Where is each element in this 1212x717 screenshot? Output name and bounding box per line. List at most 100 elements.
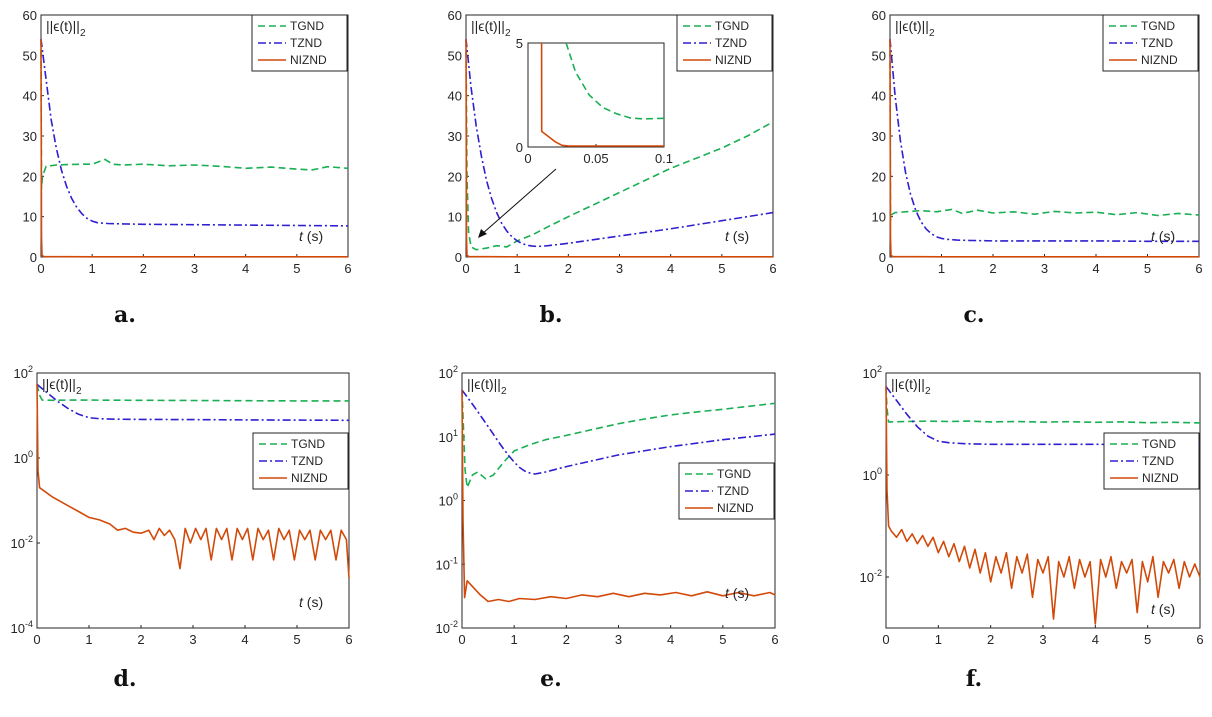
y-tick-label: 10 [448,210,462,225]
legend-label-tznd: TZND [291,454,323,468]
legend-label-tgnd: TGND [290,19,324,33]
panel-label: a. [114,302,136,328]
series-line-tgnd [461,390,776,489]
panel-label: f. [966,666,982,692]
panel-label: e. [540,666,562,692]
legend-label-tgnd: TGND [1141,19,1175,33]
x-tick-label: 2 [140,261,147,276]
x-tick-label: 4 [242,261,249,276]
x-tick-label: 4 [241,632,248,647]
legend: TGND TZND NIZND [252,432,349,490]
x-tick-label: 6 [344,261,351,276]
x-tick-label: 0 [33,632,40,647]
x-tick-label: 5 [719,632,726,647]
x-tick-label: 5 [293,261,300,276]
series-line-niznd [461,390,776,603]
x-tick-label: 2 [563,632,570,647]
x-tick-label: 0 [37,261,44,276]
x-tick-label: 0 [882,632,889,647]
legend-box [252,432,349,490]
x-tick-label: 5 [293,632,300,647]
y-axis-label: ||ϵ(t)||2 [46,18,86,39]
legend-label-niznd: NIZND [1141,53,1178,67]
x-axis-label: t (s) [299,228,323,244]
x-tick-label: 4 [667,261,674,276]
legend-label-niznd: NIZND [1142,471,1179,485]
legend-label-tznd: TZND [290,36,322,50]
inset-box [527,42,665,148]
y-tick-label: 0 [30,250,37,265]
legend-label-tgnd: TGND [291,437,325,451]
x-tick-label: 6 [1196,632,1203,647]
y-tick-label: 102 [439,364,458,381]
x-tick-label: 3 [191,261,198,276]
y-tick-label: 10 [23,210,37,225]
legend-label-niznd: NIZND [291,471,328,485]
x-axis-label: t (s) [299,594,323,610]
legend: TGND TZND NIZND [676,14,773,72]
y-tick-label: 30 [23,129,37,144]
series-line-tgnd [885,386,1201,424]
y-tick-label: 0 [879,250,886,265]
legend: TGND TZND NIZND [251,14,348,72]
y-tick-label: 50 [23,48,37,63]
series-line-niznd [40,39,348,258]
series-line-tznd [465,39,774,248]
series-line-tznd [461,389,776,475]
zoom-arrow-head [478,229,487,238]
series-line-tznd [36,383,350,422]
x-tick-label: 5 [1144,261,1151,276]
y-tick-label: 20 [23,169,37,184]
x-axis-label: t (s) [725,585,749,601]
axes-box [36,372,350,629]
y-axis-label: ||ϵ(t)||2 [895,18,935,39]
x-tick-label: 2 [137,632,144,647]
y-tick-label: 10-2 [11,534,33,551]
axes-box [885,372,1201,629]
x-tick-label: 6 [1195,261,1202,276]
x-tick-label: 4 [667,632,674,647]
legend-label-niznd: NIZND [290,53,327,67]
x-tick-label: 0 [886,261,893,276]
x-tick-label: 1 [514,261,521,276]
x-tick-label: 3 [1039,632,1046,647]
panel-f: 0 1 2 3 4 5 6 10-2 100 102 ||ϵ(t)||2 t (s) TGND TZND N… [860,364,1204,692]
x-tick-label: 6 [771,632,778,647]
zoom-arrow [481,168,557,235]
x-tick-label: 4 [1092,632,1099,647]
legend-label-niznd: NIZND [715,53,752,67]
y-tick-label: 50 [448,48,462,63]
x-tick-label: 1 [511,632,518,647]
x-tick-label: 5 [718,261,725,276]
series-line-tznd [40,39,349,227]
y-tick-label: 100 [439,492,458,509]
y-axis-label: ||ϵ(t)||2 [471,18,511,39]
y-tick-label: 10 [872,210,886,225]
y-axis-label: ||ϵ(t)||2 [42,376,82,397]
legend-label-tznd: TZND [1142,454,1174,468]
y-tick-label: 60 [448,8,462,23]
panel-label: c. [963,302,984,328]
x-tick-label: 6 [769,261,776,276]
x-tick-label: 1 [85,632,92,647]
x-axis-label: t (s) [1151,601,1175,617]
y-tick-label: 100 [14,449,33,466]
series-line-tznd [885,386,1200,446]
x-tick-label: 3 [616,261,623,276]
y-tick-label: 40 [872,89,886,104]
inset-y-tick-label: 0 [516,140,523,155]
x-axis-label: t (s) [725,228,749,244]
inset-x-tick-label: 0 [524,151,531,166]
x-tick-label: 3 [615,632,622,647]
series-line-tgnd [36,384,349,402]
inset-x-tick-label: 0.05 [583,151,608,166]
series-line-niznd [465,39,773,258]
y-tick-label: 20 [872,169,886,184]
y-tick-label: 40 [448,89,462,104]
legend-label-tgnd: TGND [1142,437,1176,451]
y-tick-label: 60 [23,8,37,23]
legend-label-tznd: TZND [717,484,749,498]
